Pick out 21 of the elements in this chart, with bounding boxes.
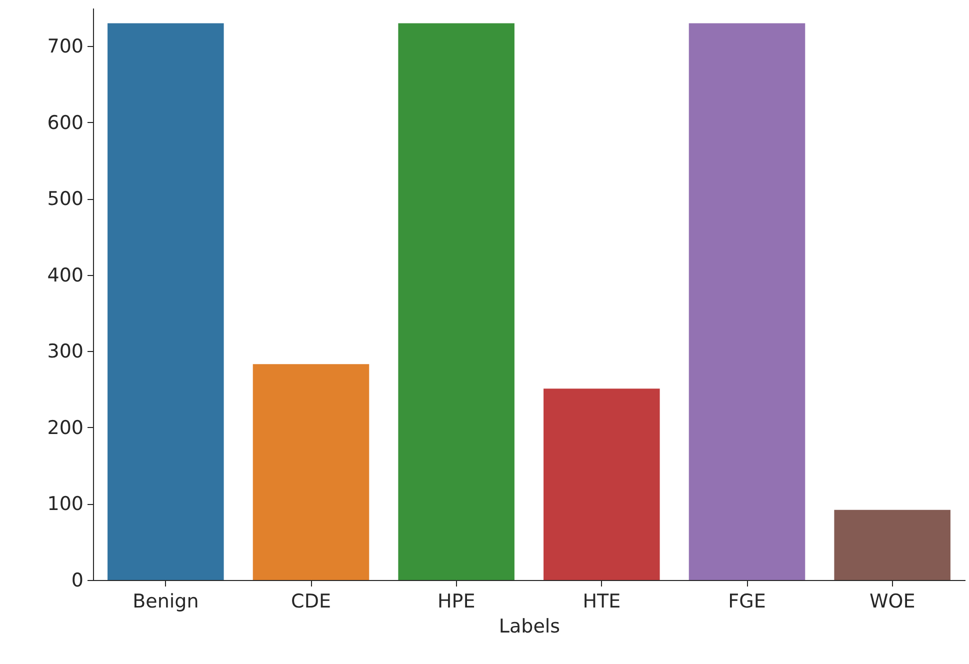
x-tick-label: CDE xyxy=(291,590,331,612)
bar xyxy=(398,23,514,580)
y-tick-label: 500 xyxy=(47,188,84,210)
x-tick-label: HTE xyxy=(582,590,621,612)
y-tick-label: 700 xyxy=(47,36,84,58)
bar xyxy=(688,23,806,580)
x-tick-label: HPE xyxy=(437,590,476,612)
y-tick-label: 100 xyxy=(47,493,84,516)
x-tick-label: Benign xyxy=(132,590,199,612)
bar xyxy=(252,364,370,580)
x-axis-title: Labels xyxy=(498,616,560,638)
y-tick-label: 300 xyxy=(47,340,84,363)
y-tick-label: 200 xyxy=(47,416,84,439)
y-tick-label: 400 xyxy=(47,264,84,286)
bar xyxy=(834,510,950,580)
y-tick-label: 600 xyxy=(47,112,84,134)
x-tick-label: FGE xyxy=(728,590,766,612)
bar xyxy=(108,23,224,580)
y-tick-label: 0 xyxy=(71,570,84,592)
x-tick-label: WOE xyxy=(869,590,916,612)
bar xyxy=(544,388,660,580)
